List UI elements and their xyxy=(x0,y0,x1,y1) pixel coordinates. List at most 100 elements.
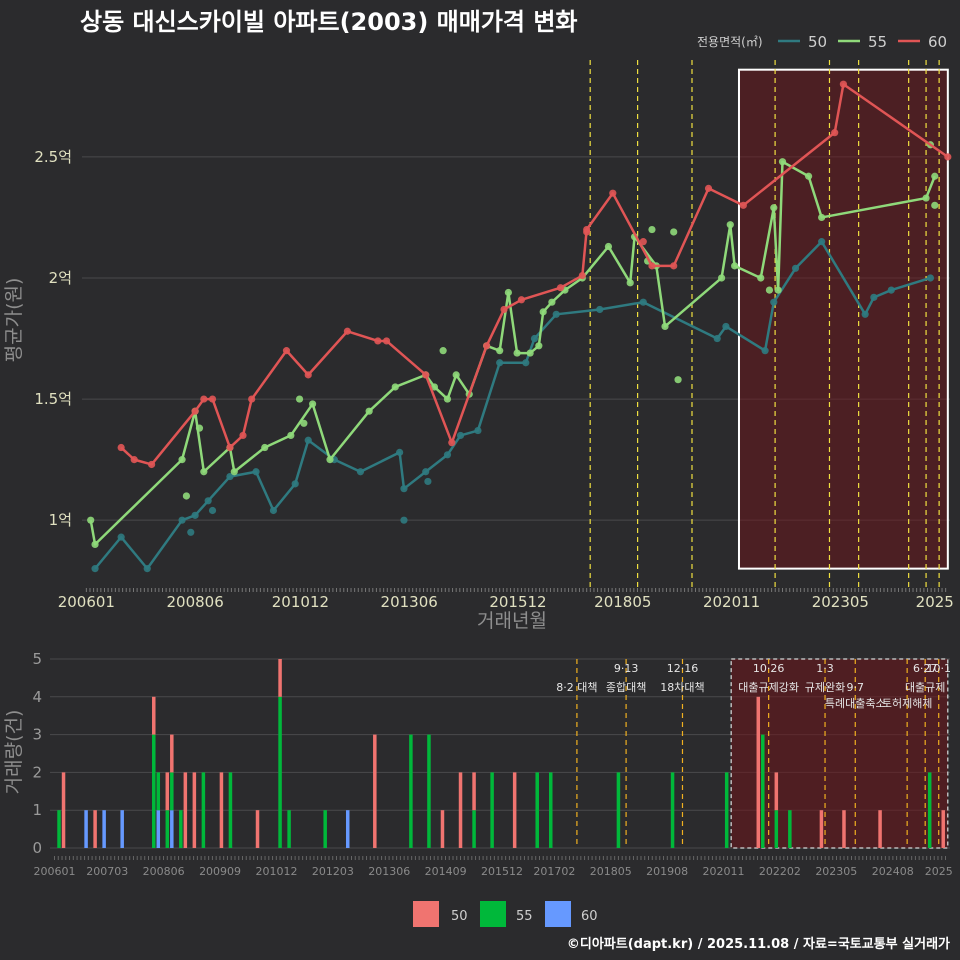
volume-bar-50-34 xyxy=(756,696,761,848)
data-point-50-12 xyxy=(356,468,365,476)
data-point-55-23 xyxy=(535,342,543,350)
volume-x-tick-8: 201512 xyxy=(481,865,523,878)
volume-x-tick-2: 200806 xyxy=(143,865,185,878)
data-point-55-55 xyxy=(931,201,939,209)
legend-label-60: 60 xyxy=(928,33,947,51)
series-line-55 xyxy=(89,160,936,546)
volume-y-tick-2: 2 xyxy=(32,763,42,781)
volume-bar-55-36 xyxy=(774,810,779,848)
volume-bar-55-29 xyxy=(535,772,539,848)
data-point-60-11 xyxy=(343,327,352,335)
y-tick-label-1: 1.5억 xyxy=(34,390,72,408)
data-point-60-19 xyxy=(556,284,565,292)
data-point-50-29 xyxy=(791,264,800,272)
volume-bar-50-3 xyxy=(93,810,97,848)
policy-annotation-4: 18차대책 xyxy=(660,681,704,694)
data-point-55-15 xyxy=(443,395,452,403)
volume-x-tick-13: 202202 xyxy=(759,865,801,878)
volume-bar-50-40 xyxy=(878,810,882,848)
volume-bar-55-19 xyxy=(323,810,327,848)
volume-y-axis-title: 거래량(건) xyxy=(3,710,25,795)
volume-bar-50-36 xyxy=(774,772,779,811)
volume-x-tick-4: 201012 xyxy=(255,865,297,878)
volume-bar-55-13 xyxy=(201,772,206,848)
data-point-60-13 xyxy=(382,337,391,345)
data-point-55-51 xyxy=(670,228,678,236)
volume-x-tick-12: 202011 xyxy=(703,865,745,878)
data-point-55-28 xyxy=(604,242,613,251)
x-tick-label-3: 201306 xyxy=(381,593,438,611)
x-axis-title: 거래년월 xyxy=(477,610,547,632)
data-point-50-15 xyxy=(422,468,430,476)
policy-annotation-10: 특례대출축소 xyxy=(825,697,886,710)
price-plot: 1억 1.5억 2억 2.5억 200601 200806 201012 201306 2015… xyxy=(34,60,954,611)
policy-annotation-6: 대출규제강화 xyxy=(738,681,799,694)
data-point-50-3 xyxy=(178,516,186,524)
data-point-60-4 xyxy=(200,395,208,403)
volume-bar-60-2 xyxy=(84,810,88,848)
data-point-50-27 xyxy=(761,347,769,355)
policy-annotation-3: 12·16 xyxy=(667,662,699,675)
data-point-55-42 xyxy=(922,194,930,202)
data-point-55-22 xyxy=(526,349,534,357)
data-point-55-45 xyxy=(195,424,204,432)
volume-x-tick-7: 201409 xyxy=(425,865,467,878)
data-point-50-2 xyxy=(143,565,151,573)
data-point-55-37 xyxy=(770,204,778,212)
data-point-50-25 xyxy=(713,334,721,343)
data-point-50-14 xyxy=(400,485,408,493)
volume-bar-55-37 xyxy=(788,810,792,848)
data-point-50-16 xyxy=(443,451,452,459)
policy-annotation-13: 대출규제 xyxy=(905,681,945,694)
data-point-60-25 xyxy=(704,184,713,192)
data-point-55-14 xyxy=(430,383,439,391)
data-point-55-29 xyxy=(626,279,634,287)
volume-bar-55-27 xyxy=(490,772,494,848)
data-point-60-14 xyxy=(422,371,430,379)
volume-y-tick-3: 3 xyxy=(32,726,42,744)
volume-bar-55-18 xyxy=(287,810,291,848)
data-point-55-19 xyxy=(496,347,504,355)
data-point-60-29 xyxy=(944,153,952,161)
data-point-50-26 xyxy=(722,322,730,331)
y-axis-title: 평균가(원) xyxy=(3,278,25,363)
data-point-55-50 xyxy=(648,225,656,234)
data-point-50-31 xyxy=(861,310,869,318)
data-point-60-23 xyxy=(648,262,656,270)
volume-x-tick-9: 201702 xyxy=(533,865,575,878)
policy-annotation-9: 9·7 xyxy=(847,681,865,694)
data-point-60-8 xyxy=(248,395,256,403)
volume-bar-55-35 xyxy=(761,734,765,848)
data-point-50-10 xyxy=(304,436,312,444)
volume-bar-50-26 xyxy=(472,772,476,811)
bar-legend-swatch-60 xyxy=(545,901,571,927)
volume-x-tick-5: 201203 xyxy=(312,865,354,878)
volume-bar-55-7 xyxy=(156,772,161,811)
y-tick-label-3: 2.5억 xyxy=(34,148,72,166)
data-point-50-18 xyxy=(474,426,482,435)
volume-bar-55-32 xyxy=(670,772,675,848)
data-point-55-35 xyxy=(731,262,739,270)
data-point-55-52 xyxy=(674,376,682,384)
y-tick-label-0: 1억 xyxy=(49,511,72,529)
data-point-60-30 xyxy=(583,228,591,236)
data-point-60-26 xyxy=(739,201,747,209)
volume-bar-50-1 xyxy=(61,772,66,848)
chart-title: 상동 대신스카이빌 아파트(2003) 매매가격 변화 xyxy=(80,8,578,36)
data-point-50-19 xyxy=(496,359,504,367)
data-point-55-2 xyxy=(178,456,186,464)
volume-bar-55-33 xyxy=(724,772,729,848)
data-point-50-0 xyxy=(91,565,99,573)
data-point-60-31 xyxy=(639,238,647,246)
data-point-55-9 xyxy=(308,400,317,408)
volume-x-tick-0: 200601 xyxy=(34,865,76,878)
data-point-55-46 xyxy=(295,395,304,403)
data-point-50-13 xyxy=(396,448,404,456)
volume-bar-55-10 xyxy=(179,810,183,848)
bar-legend-label-55: 55 xyxy=(516,909,533,924)
volume-bar-50-14 xyxy=(219,772,224,848)
data-point-55-8 xyxy=(287,431,295,440)
data-point-55-53 xyxy=(765,286,774,294)
footer-credit: ©디아파트(dapt.kr) / 2025.11.08 / 자료=국토교통부 실… xyxy=(567,936,950,952)
volume-bar-55-0 xyxy=(57,810,61,848)
